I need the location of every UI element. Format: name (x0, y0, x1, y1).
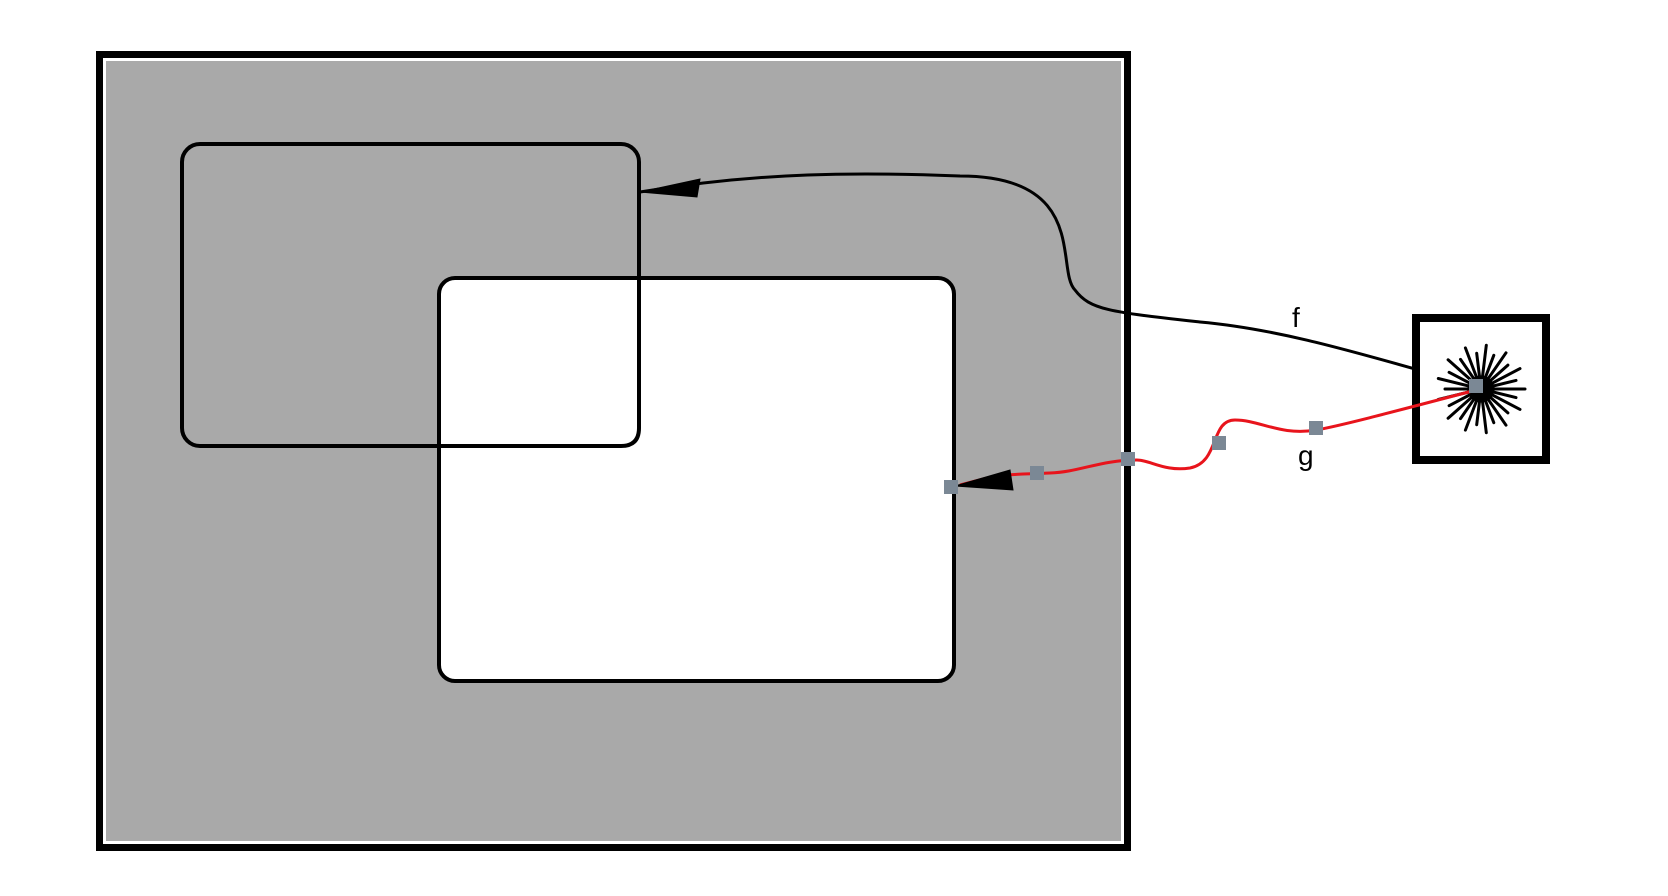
edge-g-handle[interactable] (1121, 452, 1135, 466)
box-b-node[interactable] (437, 276, 956, 683)
edge-g-handle[interactable] (1309, 421, 1323, 435)
edge-f[interactable]: f (639, 172, 1477, 388)
edge-g-line[interactable] (959, 387, 1481, 487)
box-a-overlap-outline (439, 278, 641, 448)
edge-g-label[interactable]: g (1298, 440, 1314, 471)
edge-g-handle[interactable] (1030, 466, 1044, 480)
edge-f-line[interactable] (639, 172, 1477, 388)
edge-g-handle[interactable] (1212, 436, 1226, 450)
edge-f-label[interactable]: f (1292, 302, 1300, 333)
edge-f-arrowhead (639, 178, 701, 198)
edge-g-arrowhead (954, 469, 1014, 491)
edge-g-handle[interactable] (1469, 379, 1483, 393)
edge-g-handle[interactable] (944, 480, 958, 494)
edge-g[interactable]: g (944, 379, 1483, 494)
